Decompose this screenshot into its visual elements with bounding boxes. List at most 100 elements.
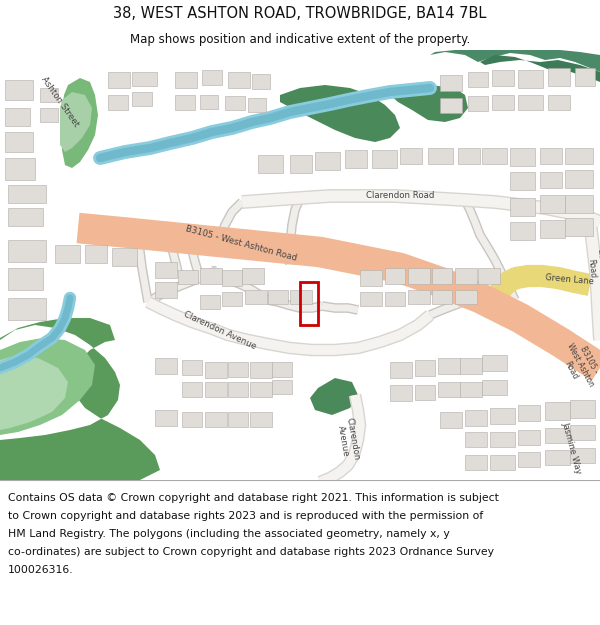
Bar (438, 382, 460, 397)
Bar (510, 148, 535, 166)
Bar (490, 432, 515, 447)
Bar (5, 108, 30, 126)
Bar (175, 95, 195, 110)
Bar (315, 152, 340, 170)
Bar (8, 268, 43, 290)
Bar (490, 408, 515, 424)
Bar (5, 158, 35, 180)
Bar (175, 72, 197, 88)
Polygon shape (62, 78, 98, 168)
Bar (248, 98, 266, 112)
Bar (272, 362, 292, 377)
Bar (460, 382, 482, 397)
Bar (258, 155, 283, 173)
Bar (8, 298, 46, 320)
Bar (300, 282, 318, 325)
Bar (108, 95, 128, 110)
Bar (360, 270, 382, 286)
Bar (205, 382, 227, 397)
Text: HM Land Registry. The polygons (including the associated geometry, namely x, y: HM Land Registry. The polygons (includin… (8, 529, 450, 539)
Polygon shape (60, 92, 92, 152)
Bar (202, 70, 222, 85)
Bar (510, 222, 535, 240)
Bar (482, 380, 507, 395)
Bar (565, 148, 593, 164)
Bar (345, 150, 367, 168)
Bar (40, 88, 58, 102)
Bar (360, 292, 382, 306)
Text: Ashton Street: Ashton Street (40, 75, 80, 129)
Bar (465, 432, 487, 447)
Bar (570, 448, 595, 463)
Bar (40, 108, 58, 122)
Bar (545, 402, 570, 420)
Polygon shape (390, 85, 468, 122)
Bar (108, 72, 130, 88)
Bar (565, 170, 593, 188)
Bar (548, 68, 570, 86)
Bar (228, 72, 250, 88)
Text: Map shows position and indicative extent of the property.: Map shows position and indicative extent… (130, 32, 470, 46)
Bar (132, 72, 157, 86)
Polygon shape (0, 355, 68, 430)
Bar (570, 425, 595, 440)
Bar (545, 450, 570, 465)
Bar (438, 358, 460, 374)
Bar (155, 262, 177, 278)
Bar (5, 132, 33, 152)
Bar (478, 268, 500, 284)
Bar (458, 148, 480, 164)
Polygon shape (0, 338, 95, 435)
Text: Clarendon
Road: Clarendon Road (586, 248, 600, 288)
Text: 38, WEST ASHTON ROAD, TROWBRIDGE, BA14 7BL: 38, WEST ASHTON ROAD, TROWBRIDGE, BA14 7… (113, 6, 487, 21)
Bar (390, 385, 412, 401)
Text: to Crown copyright and database rights 2023 and is reproduced with the permissio: to Crown copyright and database rights 2… (8, 511, 483, 521)
Polygon shape (480, 55, 600, 82)
Bar (250, 382, 272, 397)
Bar (252, 74, 270, 89)
Bar (290, 155, 312, 173)
Text: Clarendon Avenue: Clarendon Avenue (182, 309, 258, 351)
Text: co-ordinates) are subject to Crown copyright and database rights 2023 Ordnance S: co-ordinates) are subject to Crown copyr… (8, 547, 494, 557)
Bar (155, 358, 177, 374)
Bar (518, 430, 540, 445)
Bar (250, 412, 272, 427)
Polygon shape (430, 50, 600, 72)
Bar (455, 290, 477, 304)
Bar (548, 95, 570, 110)
Bar (155, 282, 177, 298)
Bar (385, 292, 405, 306)
Bar (205, 362, 227, 378)
Bar (492, 70, 514, 86)
Bar (518, 70, 543, 88)
Bar (385, 268, 405, 284)
Bar (178, 270, 198, 284)
Bar (272, 380, 292, 394)
Bar (8, 240, 46, 262)
Text: Green Lane: Green Lane (545, 273, 595, 287)
Bar (540, 148, 562, 164)
Bar (228, 412, 248, 427)
Text: 100026316.: 100026316. (8, 565, 74, 575)
Bar (400, 148, 422, 164)
Bar (545, 428, 570, 443)
Bar (460, 358, 482, 374)
Bar (575, 68, 595, 86)
Bar (518, 405, 540, 421)
Text: Jasmine Way: Jasmine Way (561, 421, 583, 475)
Bar (518, 452, 540, 467)
Bar (440, 412, 462, 428)
Bar (482, 355, 507, 371)
Bar (408, 290, 430, 304)
Bar (155, 410, 177, 426)
Bar (225, 96, 245, 110)
Bar (432, 268, 452, 284)
Polygon shape (0, 318, 160, 480)
Bar (510, 198, 535, 216)
Bar (465, 455, 487, 470)
Bar (540, 195, 565, 213)
Text: Contains OS data © Crown copyright and database right 2021. This information is : Contains OS data © Crown copyright and d… (8, 493, 499, 503)
Bar (455, 268, 477, 284)
Text: B3105 -
West Ashton
Road: B3105 - West Ashton Road (556, 337, 600, 393)
Bar (492, 95, 514, 110)
